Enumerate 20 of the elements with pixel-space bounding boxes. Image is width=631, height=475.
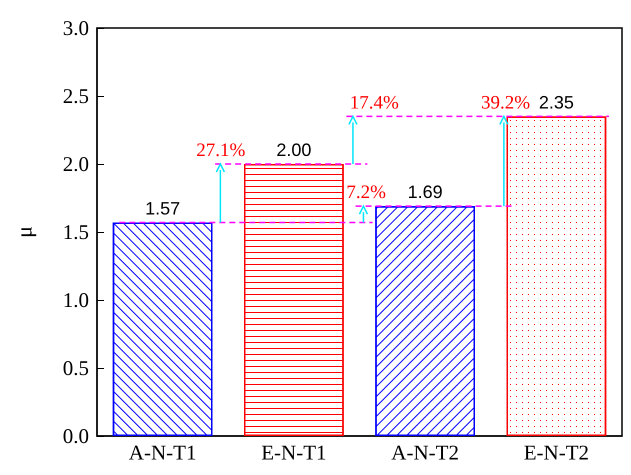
data-label: 1.57 — [145, 198, 180, 218]
annotation: 27.1% — [196, 140, 246, 161]
y-tick-label: 1.0 — [62, 288, 89, 312]
y-axis-title: μ — [12, 226, 36, 238]
x-tick-label: E-N-T1 — [261, 440, 327, 464]
data-label: 2.35 — [538, 92, 574, 112]
y-tick-label: 0.0 — [62, 424, 89, 448]
annotation: 17.4% — [350, 92, 400, 114]
x-tick-label: A-N-T1 — [128, 440, 196, 464]
data-label: 2.00 — [276, 140, 312, 160]
x-tick-label: E-N-T2 — [524, 440, 590, 464]
annotation: 7.2% — [346, 182, 386, 204]
y-tick-label: 0.5 — [62, 356, 89, 380]
y-tick-label: 3.0 — [62, 16, 89, 40]
data-label: 1.69 — [408, 182, 443, 202]
x-tick-label: A-N-T2 — [391, 440, 459, 464]
annotation: 39.2% — [481, 92, 530, 114]
y-tick-label: 2.5 — [62, 84, 89, 108]
y-tick-label: 1.5 — [62, 220, 89, 244]
y-tick-label: 2.0 — [62, 152, 89, 176]
